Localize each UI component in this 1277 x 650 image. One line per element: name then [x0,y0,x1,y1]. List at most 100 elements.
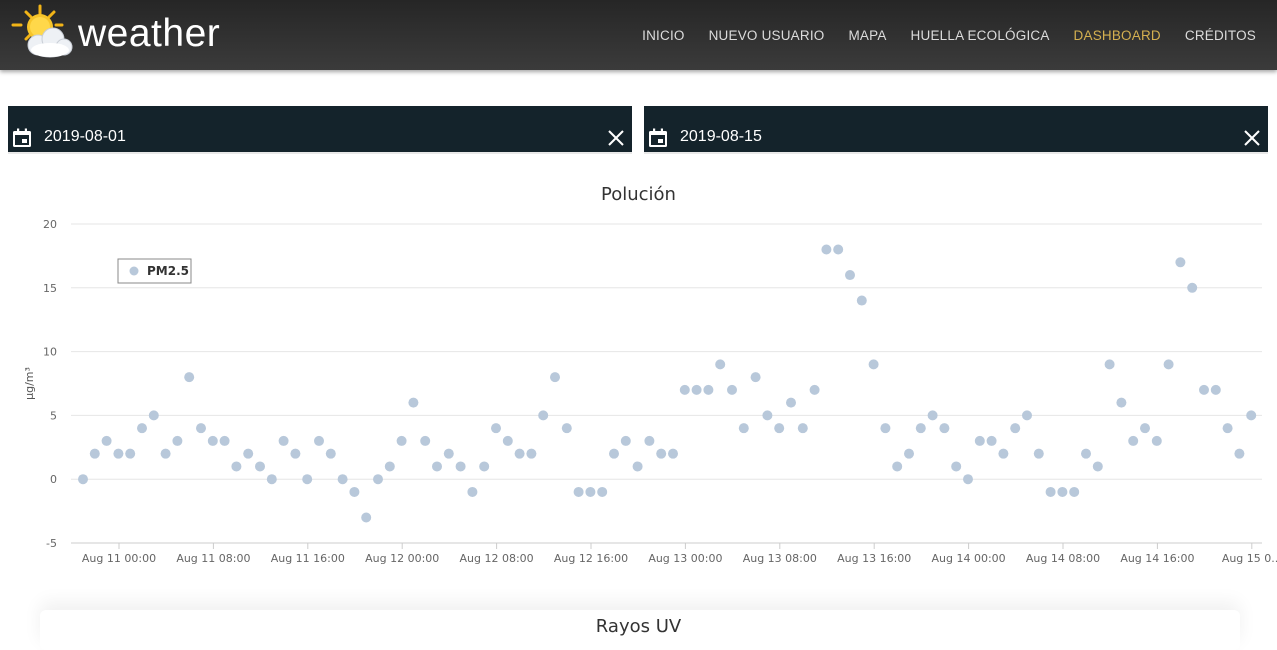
data-point [786,397,796,408]
data-point [361,512,372,523]
data-point [290,448,301,459]
nav-item-inicio[interactable]: INICIO [642,27,685,43]
data-point [998,448,1009,459]
data-point [809,384,820,395]
nav-item-dashboard[interactable]: DASHBOARD [1073,27,1161,43]
start-date-input[interactable] [44,128,344,146]
x-tick-label: Aug 13 00:00 [648,552,722,565]
y-tick-label: -5 [46,537,57,550]
data-point [1092,461,1103,472]
data-point [927,410,938,421]
nav-item-huella-ecologica[interactable]: HUELLA ECOLÓGICA [910,27,1050,43]
data-point [479,461,490,472]
data-point [219,435,230,446]
data-point [1210,384,1221,395]
data-point [278,435,289,446]
data-point [538,410,549,421]
data-point [266,474,277,485]
nav-item-creditos[interactable]: CRÉDITOS [1184,27,1256,43]
data-point [644,435,655,446]
data-point [939,423,950,434]
data-point [561,423,572,434]
data-point [727,384,737,395]
data-point [255,461,265,472]
data-point [1234,448,1245,459]
data-point [750,372,761,383]
data-point [1081,448,1091,459]
calendar-icon[interactable] [12,128,32,148]
x-tick-label: Aug 13 08:00 [743,552,817,565]
y-tick-label: 15 [43,282,57,295]
data-point [443,448,454,459]
data-point [1045,486,1056,497]
data-point [243,448,254,459]
sun-cloud-logo-icon [11,4,73,58]
clear-start-date-icon[interactable] [608,130,624,146]
x-tick-label: Aug 12 00:00 [365,552,439,565]
x-tick-label: Aug 12 08:00 [460,552,534,565]
data-point [715,359,726,370]
data-point [455,461,466,472]
data-point [585,486,596,497]
data-point [880,423,891,434]
end-date-picker [644,106,1268,154]
data-point [325,448,336,459]
data-point [137,423,147,434]
data-point [408,397,419,408]
navbar: weather INICIO NUEVO USUARIO MAPA HUELLA… [0,0,1277,70]
data-point [172,435,183,446]
data-point [302,474,313,485]
end-date-input[interactable] [680,128,980,146]
data-point [349,486,360,497]
data-point [1246,410,1257,421]
data-point [384,461,395,472]
data-point [314,435,324,446]
data-point [656,448,667,459]
data-point [1057,486,1068,497]
data-point [337,474,348,485]
data-point [113,448,124,459]
data-point [526,448,537,459]
x-tick-label: Aug 14 16:00 [1120,552,1194,565]
data-point [1175,257,1186,268]
data-point [1163,359,1174,370]
data-point [160,448,171,459]
y-tick-label: 20 [43,218,57,231]
data-point [986,435,997,446]
data-point [125,448,136,459]
data-point [738,423,749,434]
data-point [774,423,785,434]
data-point [1128,435,1139,446]
data-point [231,461,242,472]
data-point [1116,397,1127,408]
y-tick-label: 0 [50,473,57,486]
data-point [148,410,159,421]
x-tick-label: Aug 11 08:00 [176,552,250,565]
data-point [632,461,643,472]
data-point [856,295,867,306]
data-point [1104,359,1115,370]
data-point [573,486,584,497]
nav-item-mapa[interactable]: MAPA [848,27,887,43]
brand-name: weather [78,12,221,55]
nav-menu: INICIO NUEVO USUARIO MAPA HUELLA ECOLÓGI… [618,0,1256,70]
data-point [196,423,206,434]
data-point [620,435,631,446]
data-point [597,486,608,497]
pollution-chart-title: Polución [601,184,676,205]
data-point [1222,423,1233,434]
pollution-chart: -5 0 5 10 15 20 Aug 11 00:00 Aug 11 08:00 Aug 11… [23,218,1277,565]
data-point [797,423,808,434]
data-point [207,435,218,446]
start-date-picker [8,106,632,154]
clear-end-date-icon[interactable] [1244,130,1260,146]
nav-item-nuevo-usuario[interactable]: NUEVO USUARIO [708,27,825,43]
data-point [609,448,619,459]
legend-marker [129,266,139,276]
brand[interactable]: weather [10,3,220,65]
data-point [845,270,855,281]
y-axis-label: µg/m³ [23,367,36,400]
calendar-icon[interactable] [648,128,668,148]
data-point [514,448,525,459]
data-point [915,423,926,434]
